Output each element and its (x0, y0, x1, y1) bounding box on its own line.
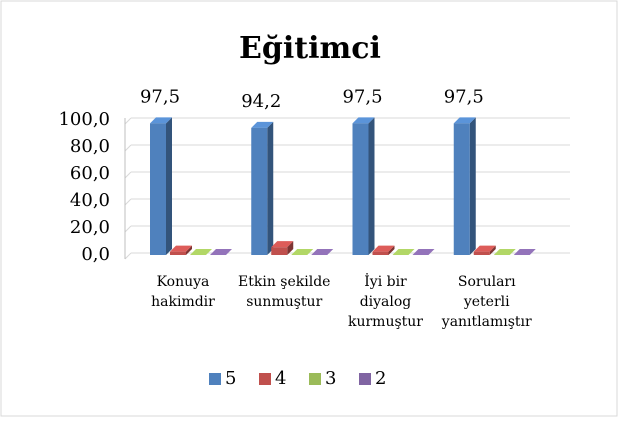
data-label: 97,5 (342, 86, 382, 107)
bar (251, 128, 267, 255)
bar-side (267, 122, 273, 255)
y-tick-label: 60,0 (70, 163, 110, 184)
x-tick-label: İyi bir (364, 272, 407, 290)
data-label: 94,2 (241, 91, 281, 112)
legend-label: 3 (325, 368, 336, 389)
bar (353, 123, 369, 255)
bar (454, 123, 470, 255)
x-tick-label: Konuya (157, 274, 210, 290)
x-tick-label: yanıtlamıştır (441, 314, 532, 330)
legend-swatch (259, 373, 271, 385)
bar (474, 252, 490, 255)
y-tick-label: 100,0 (58, 109, 110, 130)
y-tick-label: 80,0 (70, 136, 110, 157)
legend-label: 5 (225, 368, 236, 389)
legend-swatch (209, 373, 221, 385)
x-tick-label: Etkin şekilde (238, 274, 330, 290)
y-tick-label: 0,0 (81, 244, 110, 265)
legend-label: 4 (275, 368, 286, 389)
x-tick-label: kurmuştur (348, 314, 423, 330)
data-label: 97,5 (140, 86, 180, 107)
bar-side (369, 117, 375, 255)
bar (150, 123, 166, 255)
bar (271, 247, 287, 255)
bar-side (470, 117, 476, 255)
data-label: 97,5 (444, 86, 484, 107)
x-tick-label: yeterli (463, 294, 510, 310)
bar (170, 252, 186, 255)
legend-swatch (359, 373, 371, 385)
bar-side (166, 117, 172, 255)
legend-swatch (309, 373, 321, 385)
y-tick-label: 40,0 (70, 190, 110, 211)
x-tick-label: hakimdir (151, 294, 215, 310)
legend-label: 2 (375, 368, 386, 389)
x-tick-label: sunmuştur (246, 294, 322, 310)
chart-title: Eğitimci (239, 31, 381, 66)
x-tick-label: diyalog (360, 294, 412, 310)
bar (373, 252, 389, 255)
y-tick-label: 20,0 (70, 217, 110, 238)
x-tick-label: Soruları (458, 274, 516, 290)
